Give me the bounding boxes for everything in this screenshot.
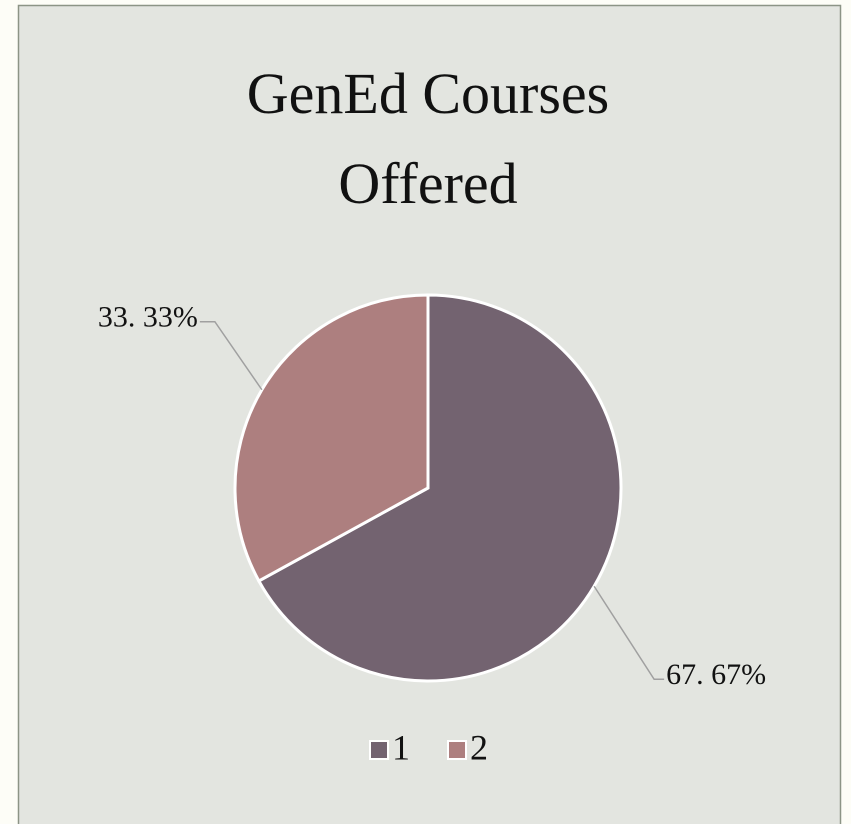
legend-swatch bbox=[369, 740, 389, 760]
chart-title: GenEd Courses Offered bbox=[247, 61, 609, 216]
data-label: 33. 33% bbox=[98, 301, 198, 334]
legend-label: 2 bbox=[470, 727, 488, 767]
legend-swatch bbox=[447, 740, 467, 760]
pie-slice bbox=[233, 293, 430, 584]
leader-line bbox=[199, 321, 263, 391]
leader-line bbox=[593, 585, 665, 680]
data-label: 67. 67% bbox=[666, 658, 766, 691]
pie-slice bbox=[256, 293, 623, 683]
legend-label: 1 bbox=[392, 727, 410, 767]
